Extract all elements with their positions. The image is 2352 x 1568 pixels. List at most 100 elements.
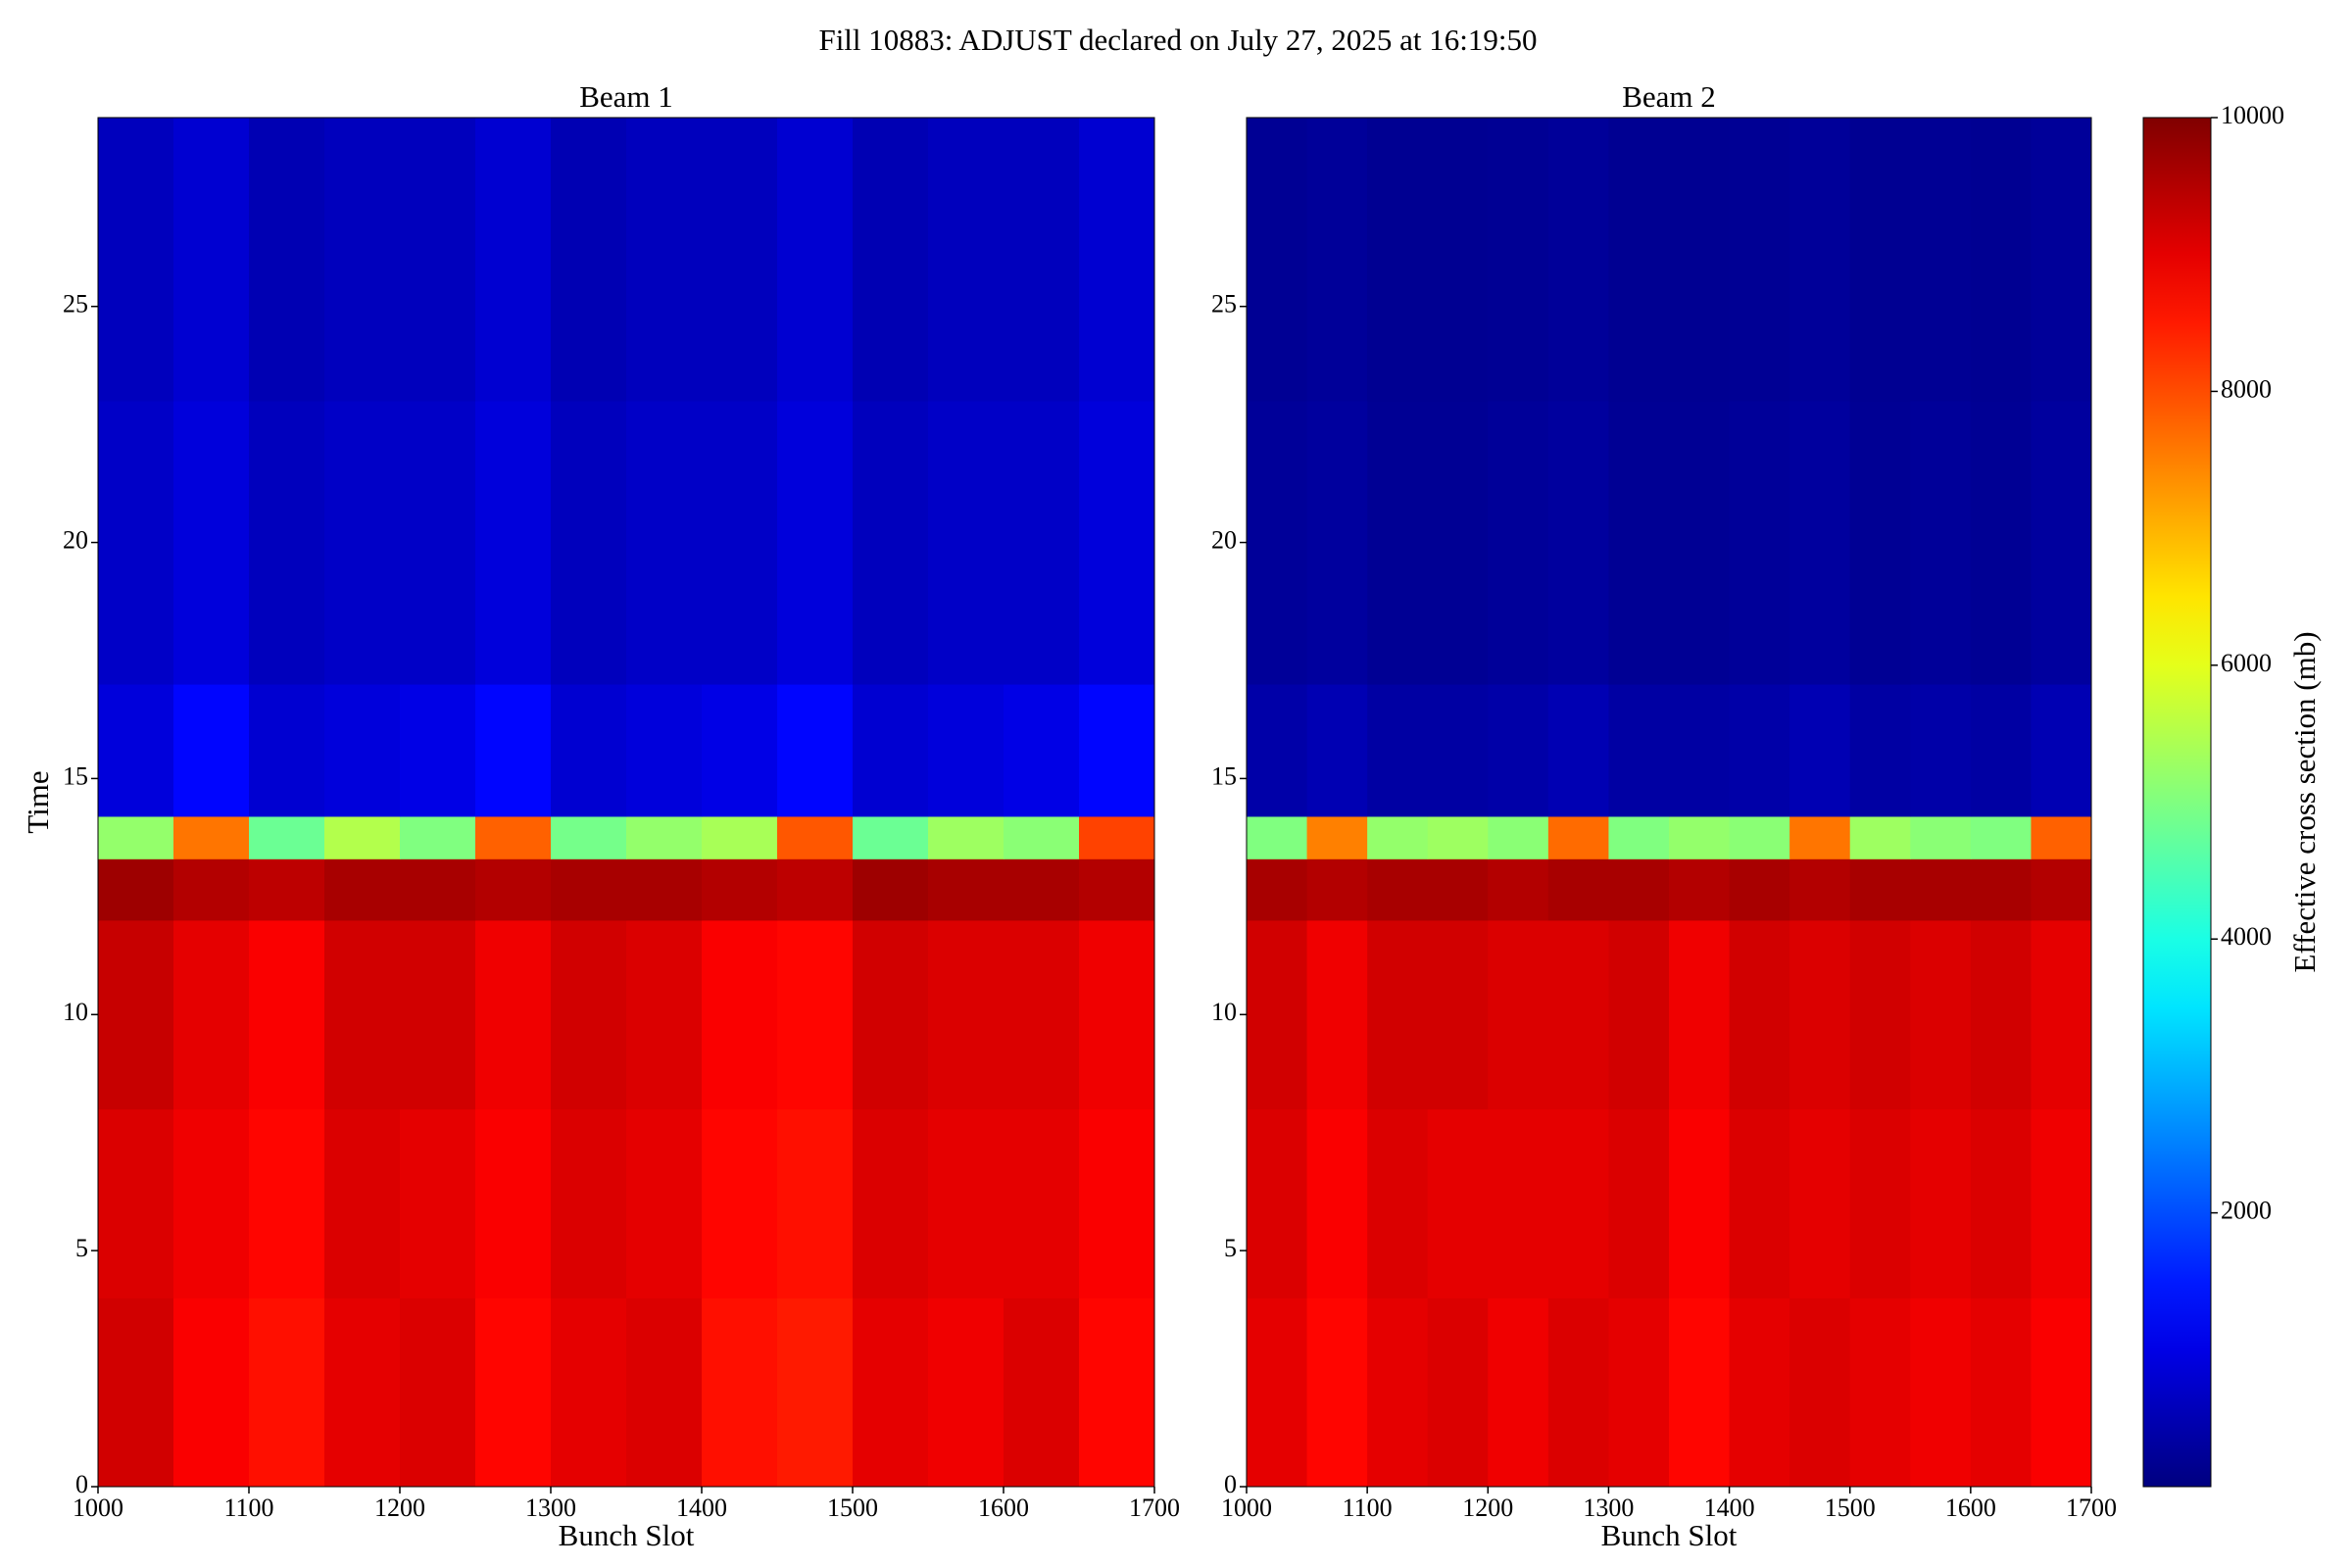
heatmap-cell — [1669, 815, 1731, 859]
heatmap-cell — [853, 401, 929, 685]
heatmap-cell — [1547, 815, 1609, 859]
heatmap-cell — [1488, 1298, 1549, 1488]
heatmap-cell — [551, 1108, 627, 1298]
plot-frame — [97, 117, 1155, 1488]
heatmap-cell — [551, 401, 627, 685]
heatmap-cell — [702, 1298, 778, 1488]
x-tick-label: 1200 — [374, 1494, 425, 1522]
heatmap-cell — [1608, 919, 1670, 1110]
heatmap-cell — [1427, 1298, 1489, 1488]
heatmap-cell — [702, 1108, 778, 1298]
heatmap-cell — [1729, 118, 1790, 402]
heatmap-cell — [2031, 919, 2092, 1110]
heatmap-cell — [853, 815, 929, 859]
x-tick-label: 1100 — [1343, 1494, 1393, 1522]
heatmap-cell — [702, 118, 778, 402]
heatmap-cell — [1547, 1108, 1609, 1298]
colorbar-tick-label: 2000 — [2221, 1197, 2272, 1225]
heatmap-cell — [475, 858, 552, 921]
heatmap-cell — [1849, 118, 1911, 402]
heatmap-cell — [475, 919, 552, 1110]
heatmap-cell — [702, 919, 778, 1110]
x-tick-label: 1600 — [1945, 1494, 1996, 1522]
x-tick-label: 1400 — [1704, 1494, 1755, 1522]
heatmap-cell — [928, 919, 1004, 1110]
colorbar-tick-label: 4000 — [2221, 922, 2272, 951]
heatmap-cell — [1789, 118, 1851, 402]
y-tick-label: 20 — [1211, 526, 1237, 555]
heatmap-cell — [1669, 858, 1731, 921]
heatmap-cell — [1427, 858, 1489, 921]
heatmap-cell — [1970, 919, 2032, 1110]
heatmap-cell — [1427, 118, 1489, 402]
heatmap-cell — [626, 919, 703, 1110]
heatmap-cell — [98, 118, 174, 402]
heatmap-cell — [1079, 858, 1155, 921]
heatmap-cell — [173, 858, 250, 921]
heatmap-cell — [1004, 858, 1080, 921]
heatmap-cell — [853, 118, 929, 402]
x-tick-label: 1400 — [676, 1494, 727, 1522]
heatmap-cell — [1789, 684, 1851, 817]
x-axis-label: Bunch Slot — [1601, 1518, 1738, 1552]
heatmap-cell — [551, 919, 627, 1110]
heatmap-cell — [2031, 684, 2092, 817]
heatmap-cell — [1970, 1298, 2032, 1488]
heatmap-cell — [853, 858, 929, 921]
heatmap-cell — [928, 1298, 1004, 1488]
heatmap-cell — [1669, 1108, 1731, 1298]
heatmap-cell — [1306, 401, 1368, 685]
heatmap-cell — [1427, 401, 1489, 685]
heatmap-cell — [1488, 684, 1549, 817]
heatmap-cell — [626, 684, 703, 817]
heatmap-cell — [1004, 919, 1080, 1110]
heatmap-cell — [626, 401, 703, 685]
heatmap-cell — [400, 858, 476, 921]
heatmap-cell — [98, 815, 174, 859]
heatmap-cell — [2031, 1298, 2092, 1488]
heatmap-cell — [1488, 919, 1549, 1110]
heatmap-cell — [324, 815, 401, 859]
heatmap-cell — [400, 401, 476, 685]
heatmap-cell — [1079, 1108, 1155, 1298]
heatmap-cell — [1608, 1108, 1670, 1298]
heatmap-cell — [173, 919, 250, 1110]
heatmap-cell — [1669, 919, 1731, 1110]
heatmap-cell — [1547, 919, 1609, 1110]
heatmap-cell — [853, 684, 929, 817]
y-tick-label: 20 — [63, 526, 88, 555]
panel-title: Beam 2 — [1622, 79, 1716, 114]
heatmap-cell — [1849, 1298, 1911, 1488]
heatmap-cell — [249, 118, 325, 402]
heatmap-cell — [853, 1108, 929, 1298]
heatmap-cell — [249, 919, 325, 1110]
heatmap-cell — [324, 858, 401, 921]
heatmap-cell — [1004, 401, 1080, 685]
heatmap-cell — [1970, 1108, 2032, 1298]
heatmap-cell — [173, 684, 250, 817]
heatmap-cell — [1079, 401, 1155, 685]
heatmap-cell — [1910, 1298, 1972, 1488]
heatmap-cell — [1849, 858, 1911, 921]
heatmap-cell — [1608, 118, 1670, 402]
heatmap-cell — [98, 1108, 174, 1298]
heatmap-cell — [626, 815, 703, 859]
y-tick-label: 10 — [1211, 998, 1237, 1026]
heatmap-cell — [1970, 684, 2032, 817]
x-tick-label: 1300 — [1583, 1494, 1634, 1522]
heatmap-cell — [626, 1298, 703, 1488]
heatmap-cell — [1367, 815, 1429, 859]
y-tick-label: 5 — [1224, 1234, 1237, 1262]
heatmap-cell — [475, 1108, 552, 1298]
heatmap-cell — [853, 919, 929, 1110]
heatmap-cell — [400, 684, 476, 817]
heatmap-cell — [475, 815, 552, 859]
x-tick-label: 1600 — [978, 1494, 1029, 1522]
heatmap-cell — [626, 858, 703, 921]
heatmap-cell — [1367, 684, 1429, 817]
heatmap-cell — [1488, 1108, 1549, 1298]
heatmap-cell — [928, 401, 1004, 685]
heatmap-cell — [324, 919, 401, 1110]
heatmap-cell — [1910, 858, 1972, 921]
